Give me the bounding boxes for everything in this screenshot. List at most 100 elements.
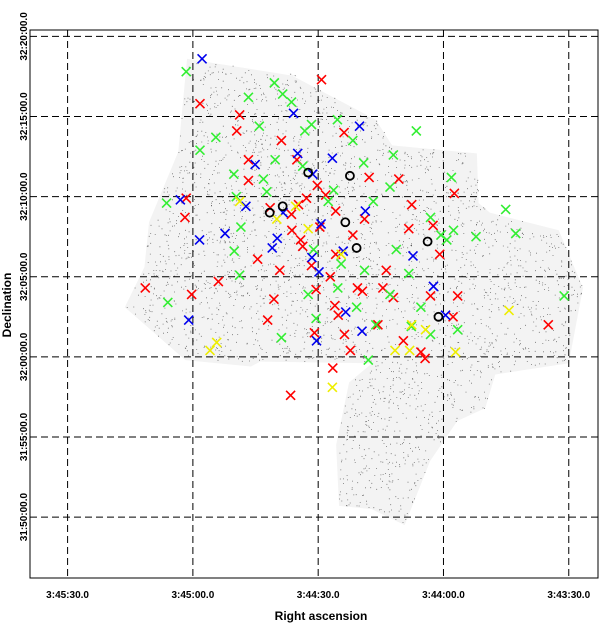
red-x-marker xyxy=(339,329,350,340)
red-x-marker xyxy=(448,311,459,322)
green-x-marker xyxy=(359,265,370,276)
green-x-marker xyxy=(384,289,396,300)
red-x-marker xyxy=(434,249,445,260)
red-x-marker xyxy=(181,193,192,204)
red-x-marker xyxy=(262,314,273,326)
yellow-x-marker xyxy=(450,347,461,358)
grid xyxy=(30,30,598,578)
green-x-marker xyxy=(510,228,521,239)
green-x-marker xyxy=(370,319,381,330)
y-tick-label: 32:00:00.0 xyxy=(19,332,30,381)
green-x-marker xyxy=(446,172,457,183)
y-axis-label: Declination xyxy=(0,273,14,338)
yellow-x-marker xyxy=(327,382,338,393)
red-x-marker xyxy=(295,234,306,245)
red-x-marker xyxy=(329,300,340,311)
y-tick-label: 31:50:00.0 xyxy=(19,492,30,541)
blue-x-marker xyxy=(288,108,299,119)
yellow-x-marker xyxy=(406,319,417,330)
red-x-marker xyxy=(252,254,263,265)
green-x-marker xyxy=(276,332,287,343)
circle-marker xyxy=(433,311,444,322)
y-tick-label: 32:15:00.0 xyxy=(19,92,30,141)
red-x-marker xyxy=(398,335,409,346)
green-x-marker xyxy=(347,135,358,146)
red-x-marker xyxy=(186,289,197,300)
green-x-marker xyxy=(388,149,399,161)
blue-x-marker xyxy=(311,335,322,346)
red-x-marker xyxy=(357,286,368,297)
green-x-marker xyxy=(277,89,288,100)
blue-x-marker xyxy=(340,306,351,318)
blue-x-marker xyxy=(354,121,365,132)
plot-frame xyxy=(29,29,599,579)
blue-x-marker xyxy=(194,234,205,245)
red-x-marker xyxy=(293,199,304,210)
green-x-marker xyxy=(411,125,422,137)
red-x-marker xyxy=(449,188,460,199)
green-x-marker xyxy=(258,173,269,185)
blue-x-marker xyxy=(197,53,208,64)
green-x-marker xyxy=(194,145,206,156)
blue-x-marker xyxy=(183,314,194,326)
red-x-marker xyxy=(427,220,439,231)
green-x-marker xyxy=(358,157,369,169)
red-x-marker xyxy=(347,230,358,241)
green-x-marker xyxy=(229,246,240,257)
x-tick-label: 3:44:00.0 xyxy=(422,590,465,601)
x-tick-label: 3:43:30.0 xyxy=(547,590,590,601)
red-x-marker xyxy=(543,319,554,330)
yellow-x-marker xyxy=(404,345,415,356)
red-x-marker xyxy=(312,180,323,191)
blue-x-marker xyxy=(292,148,303,159)
green-x-marker xyxy=(308,244,319,255)
blue-x-marker xyxy=(327,153,338,164)
green-x-marker xyxy=(311,313,322,324)
green-x-marker xyxy=(363,355,374,366)
circle-marker xyxy=(340,217,351,228)
red-x-marker xyxy=(234,109,245,120)
green-x-marker xyxy=(323,196,334,207)
red-x-marker xyxy=(286,209,297,220)
green-x-marker xyxy=(332,114,343,125)
markers xyxy=(140,53,570,401)
yellow-x-marker xyxy=(290,201,301,212)
y-tick-label: 32:20:00.0 xyxy=(19,12,30,61)
x-axis-label: Right ascension xyxy=(275,609,368,623)
red-x-marker xyxy=(345,345,356,356)
red-x-marker xyxy=(194,98,206,109)
red-x-marker xyxy=(320,189,331,201)
green-x-marker xyxy=(234,270,245,281)
blue-x-marker xyxy=(250,159,261,170)
green-x-marker xyxy=(470,231,482,242)
red-x-marker xyxy=(309,327,320,338)
red-x-marker xyxy=(285,390,296,401)
green-x-marker xyxy=(415,302,426,313)
green-x-marker xyxy=(328,185,339,196)
yellow-x-marker xyxy=(336,249,347,260)
blue-x-marker xyxy=(175,194,186,205)
circle-marker xyxy=(303,167,314,178)
green-x-marker xyxy=(235,222,246,233)
green-x-marker xyxy=(332,282,343,294)
green-x-marker xyxy=(269,77,280,88)
red-x-marker xyxy=(372,319,383,330)
red-x-marker xyxy=(415,347,426,358)
yellow-x-marker xyxy=(503,305,515,316)
yellow-x-marker xyxy=(211,337,222,348)
y-tick-labels: 32:20:00.0 32:15:00.0 32:10:00.0 32:05:00.0… xyxy=(19,12,30,542)
yellow-x-marker xyxy=(420,324,431,335)
green-x-marker xyxy=(452,324,463,335)
blue-x-marker xyxy=(316,218,327,229)
red-x-marker xyxy=(276,135,287,146)
red-x-marker xyxy=(406,199,417,210)
x-tick-label: 3:45:30.0 xyxy=(46,590,89,601)
green-x-marker xyxy=(270,154,281,165)
red-x-marker xyxy=(327,363,338,374)
blue-x-marker xyxy=(267,242,278,253)
yellow-x-marker xyxy=(204,345,216,356)
circle-marker xyxy=(277,201,288,212)
red-x-marker xyxy=(381,265,392,276)
red-x-marker xyxy=(333,310,344,321)
green-x-marker xyxy=(384,181,396,193)
